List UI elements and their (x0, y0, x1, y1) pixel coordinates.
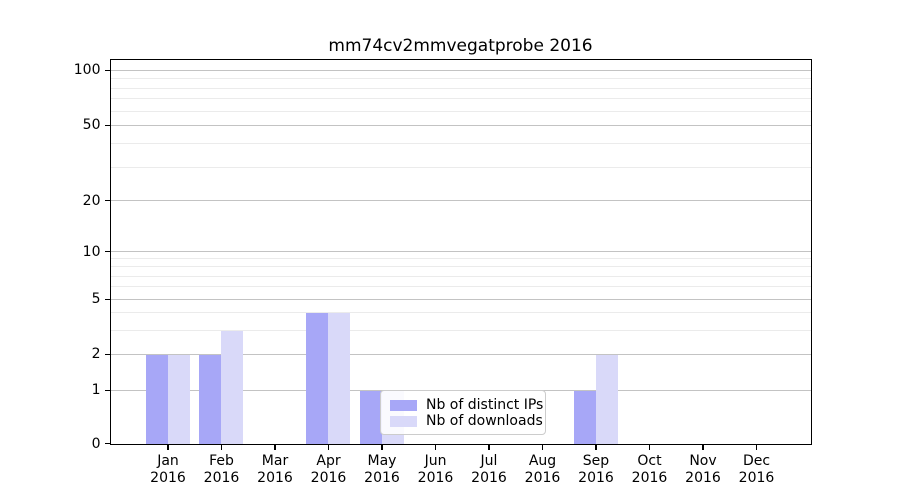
x-tick-label-dec: Dec 2016 (738, 452, 775, 486)
x-tick-label-jan: Jan 2016 (150, 452, 186, 486)
minor-gridline-7 (111, 275, 811, 277)
y-tick-mark-50 (105, 124, 110, 127)
x-tick-label-aug: Aug 2016 (524, 452, 561, 486)
minor-gridline-6 (111, 286, 811, 288)
minor-gridline-70 (111, 98, 811, 100)
minor-gridline-40 (111, 143, 811, 145)
y-tick-mark-100 (105, 69, 110, 72)
minor-gridline-9 (111, 258, 811, 260)
legend-swatch-distinct-ips (390, 399, 417, 411)
x-tick-label-jul: Jul 2016 (471, 452, 507, 486)
plot-area: Nb of distinct IPs Nb of downloads (110, 59, 812, 445)
x-tick-mark-apr (327, 445, 330, 450)
x-tick-mark-oct (648, 445, 651, 450)
bar-distinct-ips-jan (145, 355, 168, 444)
bar-downloads-apr (328, 313, 350, 444)
minor-gridline-90 (111, 78, 811, 80)
x-tick-label-jun: Jun 2016 (417, 452, 454, 486)
legend-label-downloads: Nb of downloads (426, 413, 543, 429)
y-tick-mark-2 (105, 353, 110, 356)
x-tick-mark-dec (755, 445, 758, 450)
bar-downloads-jan (167, 355, 190, 444)
minor-gridline-30 (111, 166, 811, 168)
x-tick-mark-mar (274, 445, 276, 450)
y-tick-label-50: 50 (82, 117, 101, 134)
x-tick-label-feb: Feb 2016 (203, 452, 240, 486)
bar-distinct-ips-feb (199, 355, 221, 444)
x-tick-mark-nov (702, 445, 704, 450)
legend: Nb of distinct IPs Nb of downloads (380, 390, 546, 435)
bar-distinct-ips-sep (573, 391, 596, 444)
minor-gridline-3 (111, 329, 811, 331)
legend-item-downloads: Nb of downloads (390, 413, 543, 429)
x-tick-mark-may (381, 445, 383, 450)
major-gridline-5 (111, 298, 811, 300)
x-tick-mark-aug (541, 445, 544, 450)
x-tick-mark-sep (595, 445, 597, 450)
x-tick-mark-feb (220, 445, 223, 450)
minor-gridline-80 (111, 87, 811, 89)
minor-gridline-60 (111, 110, 811, 112)
y-tick-label-5: 5 (91, 291, 101, 308)
y-tick-label-20: 20 (82, 192, 101, 209)
major-gridline-2 (111, 353, 811, 355)
bar-downloads-sep (595, 355, 618, 444)
legend-label-distinct-ips: Nb of distinct IPs (426, 397, 544, 413)
y-tick-label-100: 100 (73, 62, 101, 79)
y-tick-label-2: 2 (91, 346, 101, 363)
y-tick-mark-10 (105, 250, 110, 253)
x-tick-label-mar: Mar 2016 (257, 452, 293, 486)
major-gridline-50 (111, 124, 811, 126)
x-tick-label-oct: Oct 2016 (631, 452, 668, 486)
bar-distinct-ips-apr (306, 313, 328, 444)
legend-swatch-downloads (390, 415, 417, 427)
bar-downloads-feb (221, 330, 243, 444)
minor-gridline-4 (111, 312, 811, 314)
y-tick-label-0: 0 (91, 435, 101, 452)
y-tick-label-1: 1 (91, 382, 101, 399)
x-tick-mark-jun (434, 445, 437, 450)
y-tick-mark-5 (105, 298, 110, 301)
chart-title: mm74cv2mmvegatprobe 2016 (328, 36, 593, 56)
x-tick-mark-jul (488, 445, 490, 450)
major-gridline-20 (111, 200, 811, 202)
y-tick-mark-0 (105, 442, 110, 445)
y-tick-label-10: 10 (82, 243, 101, 260)
x-tick-label-nov: Nov 2016 (685, 452, 721, 486)
x-tick-label-sep: Sep 2016 (578, 452, 614, 486)
y-tick-mark-20 (105, 199, 110, 202)
legend-item-distinct-ips: Nb of distinct IPs (390, 397, 543, 413)
x-tick-label-may: May 2016 (364, 452, 400, 486)
minor-gridline-8 (111, 266, 811, 268)
bar-distinct-ips-may (359, 391, 382, 444)
x-tick-mark-jan (167, 445, 169, 450)
x-tick-label-apr: Apr 2016 (310, 452, 347, 486)
major-gridline-100 (111, 69, 811, 71)
y-tick-mark-1 (105, 389, 110, 392)
major-gridline-10 (111, 251, 811, 252)
